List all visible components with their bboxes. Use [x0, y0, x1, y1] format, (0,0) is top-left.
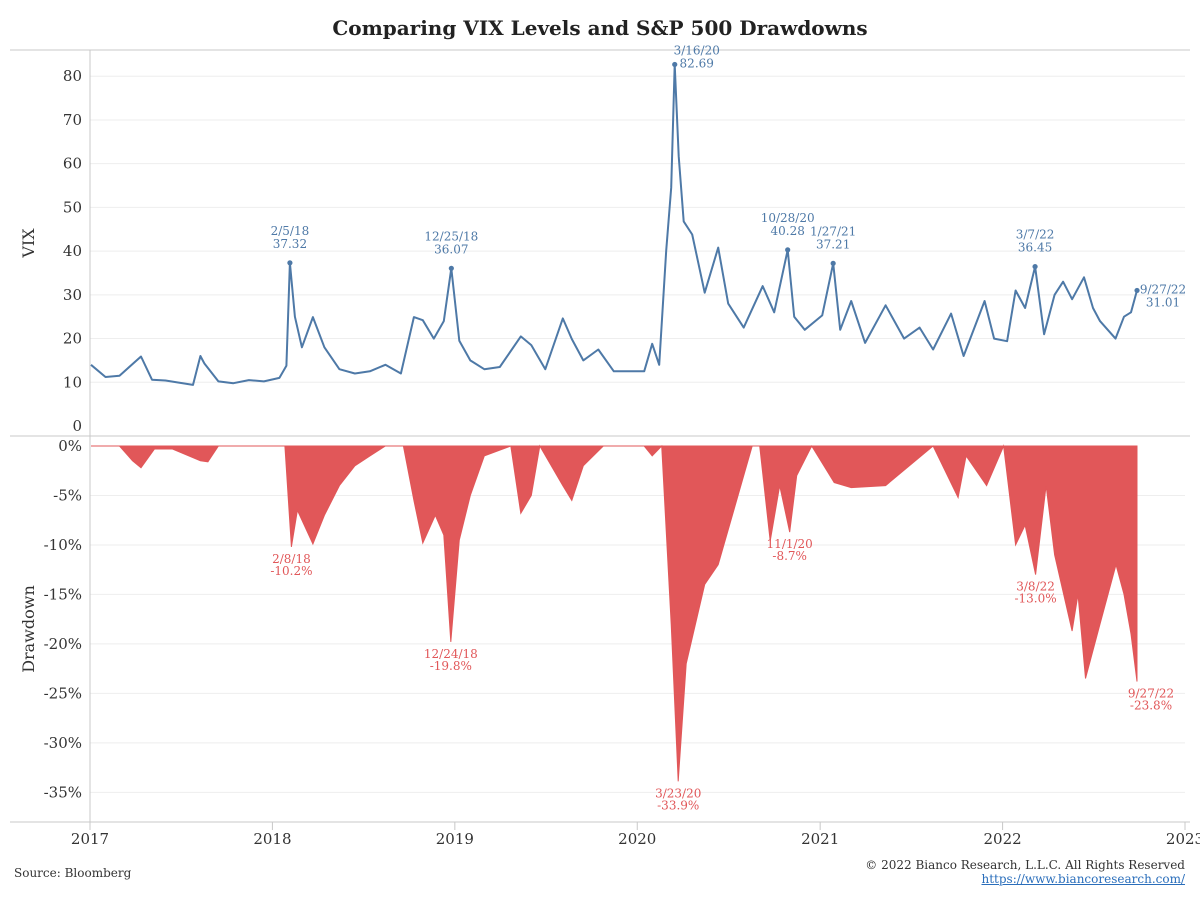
footer-credits: © 2022 Bianco Research, L.L.C. All Right…: [865, 858, 1185, 886]
drawdown-annotation-date: 3/23/20: [655, 786, 701, 800]
vix-annotation-date: 10/28/20: [761, 211, 815, 225]
drawdown-tick-label: 0%: [58, 437, 82, 455]
drawdown-annotation-value: -33.9%: [657, 798, 699, 812]
vix-tick-label: 40: [63, 242, 82, 260]
drawdown-axis-title: Drawdown: [19, 585, 38, 673]
drawdown-annotation-date: 2/8/18: [272, 552, 311, 566]
axes: 0 10 20 30 40 50 60 70 80 0% -5% -10% -15% -20% -25% -3…: [10, 49, 1200, 848]
drawdown-annotation-date: 9/27/22: [1128, 686, 1174, 700]
vix-tick-label: 10: [63, 373, 82, 391]
vix-peak-marker: [672, 61, 678, 68]
x-tick-label: 2019: [436, 830, 474, 848]
vix-annotation-value: 37.32: [273, 237, 307, 251]
gridlines: [90, 75, 1185, 793]
vix-tick-label: 30: [63, 286, 82, 304]
vix-peak-marker: [287, 260, 293, 266]
drawdown-annotation-value: -23.8%: [1130, 698, 1172, 712]
vix-axis-title: VIX: [19, 228, 38, 259]
vix-annotation-value: 36.45: [1018, 241, 1052, 255]
drawdown-series: [91, 444, 1138, 782]
vix-peak-marker: [785, 247, 791, 253]
vix-tick-label: 80: [63, 67, 82, 85]
vix-tick-label: 70: [63, 111, 82, 129]
drawdown-tick-label: -35%: [44, 783, 82, 801]
vix-annotation-date: 2/5/18: [271, 224, 310, 238]
vix-annotation-date: 3/16/20: [674, 43, 720, 57]
vix-peak-marker: [1032, 264, 1038, 270]
vix-series: [90, 63, 1138, 386]
drawdown-annotation-value: -19.8%: [430, 659, 472, 673]
vix-annotation-date: 3/7/22: [1016, 228, 1055, 242]
vix-annotation-date: 12/25/18: [424, 229, 478, 243]
vix-annotation-value: 82.69: [680, 56, 714, 70]
vix-annotation-value: 40.28: [771, 224, 805, 238]
drawdown-annotation-date: 11/1/20: [767, 537, 813, 551]
x-tick-label: 2020: [618, 830, 656, 848]
drawdown-tick-label: -10%: [44, 536, 82, 554]
drawdown-tick-label: -20%: [44, 635, 82, 653]
x-tick-label: 2022: [983, 830, 1021, 848]
drawdown-annotation-value: -8.7%: [772, 549, 807, 563]
source-note: Source: Bloomberg: [14, 866, 132, 880]
x-tick-label: 2017: [71, 830, 109, 848]
vix-annotation-date: 1/27/21: [810, 224, 856, 238]
x-tick-label: 2018: [253, 830, 291, 848]
vix-tick-label: 20: [63, 330, 82, 348]
x-tick-label: 2021: [801, 830, 839, 848]
drawdown-tick-label: -25%: [44, 684, 82, 702]
drawdown-tick-label: -5%: [53, 486, 82, 504]
drawdown-tick-label: -15%: [44, 585, 82, 603]
website-link[interactable]: https://www.biancoresearch.com/: [981, 872, 1185, 886]
drawdown-tick-label: -30%: [44, 734, 82, 752]
drawdown-annotation-value: -13.0%: [1014, 592, 1056, 606]
chart: 0 10 20 30 40 50 60 70 80 0% -5% -10% -15% -20% -25% -3…: [10, 43, 1200, 848]
vix-peak-marker: [448, 265, 454, 271]
vix-peak-marker: [1134, 287, 1140, 294]
drawdown-annotation-date: 3/8/22: [1016, 580, 1055, 594]
copyright-text: © 2022 Bianco Research, L.L.C. All Right…: [865, 858, 1185, 872]
drawdown-annotation-date: 12/24/18: [424, 647, 478, 661]
drawdown-annotation-value: -10.2%: [270, 564, 312, 578]
vix-annotation-value: 37.21: [816, 237, 850, 251]
vix-tick-label: 0: [72, 417, 82, 435]
vix-tick-label: 60: [63, 155, 82, 173]
vix-tick-label: 50: [63, 198, 82, 216]
page-title: Comparing VIX Levels and S&P 500 Drawdow…: [332, 16, 868, 40]
vix-annotation-date: 9/27/22: [1140, 282, 1186, 296]
vix-annotation-value: 31.01: [1146, 295, 1180, 309]
x-tick-label: 2023: [1166, 830, 1200, 848]
vix-line: [90, 63, 1138, 386]
vix-annotation-value: 36.07: [434, 242, 468, 256]
vix-peak-marker: [830, 260, 836, 266]
drawdown-area: [91, 444, 1138, 782]
